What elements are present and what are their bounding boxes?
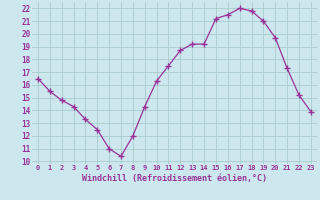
- X-axis label: Windchill (Refroidissement éolien,°C): Windchill (Refroidissement éolien,°C): [82, 174, 267, 183]
